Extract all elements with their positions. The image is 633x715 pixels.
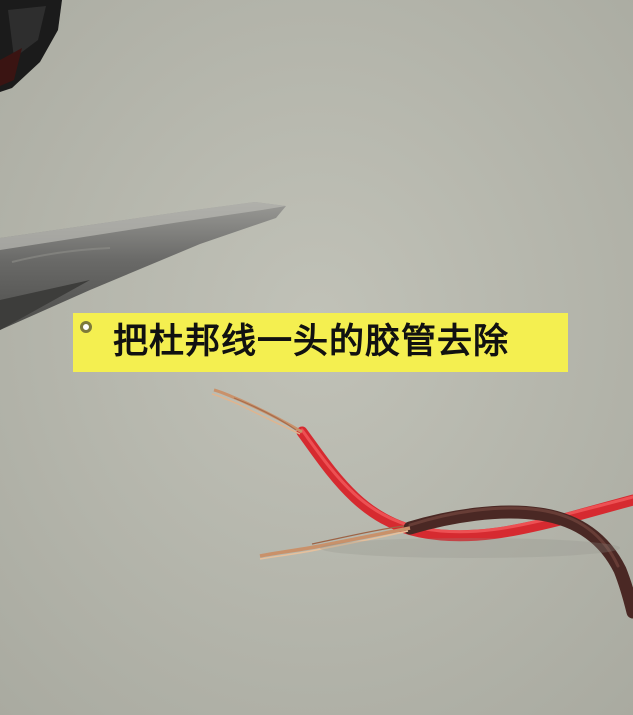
caption-banner: 把杜邦线一头的胶管去除 xyxy=(73,313,568,372)
scissors-icon xyxy=(0,202,286,330)
copper-strands-red xyxy=(211,388,303,435)
brown-wire xyxy=(403,505,633,619)
red-wire xyxy=(296,426,633,542)
bullet-dot-icon xyxy=(80,321,92,333)
caption-text: 把杜邦线一头的胶管去除 xyxy=(113,322,510,362)
wire-shadow xyxy=(320,538,620,558)
copper-strands-brown xyxy=(259,525,411,560)
dark-object-corner xyxy=(0,0,62,92)
